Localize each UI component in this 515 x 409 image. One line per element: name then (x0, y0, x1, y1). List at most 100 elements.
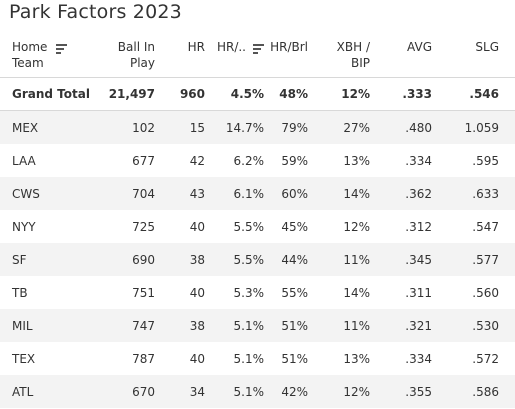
table-row[interactable]: LAA 677 42 6.2% 59% 13% .334 .595 (0, 144, 515, 177)
total-hr-cell: 960 (155, 77, 205, 111)
hr-cell: 42 (189, 153, 205, 168)
avg-cell: .334 (405, 351, 432, 366)
hr-rate-cell: 5.5% (233, 219, 265, 234)
bip-cell: 751 (132, 285, 155, 300)
hr-cell: 38 (155, 309, 205, 342)
sort-icon[interactable] (253, 44, 264, 54)
slg-cell: .547 (472, 219, 499, 234)
team-cell: MEX (0, 110, 87, 144)
hr-brl-cell: 55% (281, 285, 308, 300)
bip-cell: 102 (87, 110, 155, 144)
hr-brl-cell: 44% (264, 243, 324, 276)
xbh-cell: 11% (324, 243, 386, 276)
table-row[interactable]: ATL 670 34 5.1% 42% 12% .355.586 (0, 375, 515, 408)
avg-cell: .312 (405, 219, 432, 234)
bip-cell: 670 (87, 375, 155, 408)
total-team-cell: Grand Total (0, 77, 90, 111)
team-cell: ATL (0, 375, 87, 408)
header-ball-in-play[interactable]: Ball In Play (87, 35, 155, 78)
hr-brl-cell: 45% (281, 219, 308, 234)
slg-cell: .633 (448, 177, 515, 210)
avg-cell: .355 (386, 375, 448, 408)
xbh-cell: 12% (343, 219, 370, 234)
hr-rate-cell: 5.1% (233, 351, 265, 366)
avg-cell: .321 (386, 309, 448, 342)
avg-cell: .334 (405, 153, 432, 168)
hr-cell: 34 (155, 375, 205, 408)
table-row[interactable]: TB 751 40 5.3% 55% 14% .311 .560 (0, 276, 515, 309)
table-row[interactable]: TEX 787 40 5.1% 51% 13% .334 .572 (0, 342, 515, 375)
total-xbh-cell: 12% (324, 77, 386, 111)
hr-cell: 40 (189, 219, 205, 234)
xbh-cell: 14% (343, 285, 370, 300)
table-row[interactable]: MEX 102 15 14.7% 79% 27% .480 1.059 (0, 110, 515, 144)
sort-icon[interactable] (56, 44, 68, 54)
header-hr[interactable]: HR (155, 35, 205, 78)
team-cell: TEX (12, 351, 36, 366)
hr-brl-cell: 42% (264, 375, 324, 408)
hr-cell: 15 (155, 110, 205, 144)
slg-cell: .560 (472, 285, 499, 300)
bip-cell: 747 (87, 309, 155, 342)
team-cell: TB (12, 285, 28, 300)
total-hr-rate-cell: 4.5% (205, 77, 264, 111)
hr-cell: 43 (155, 177, 205, 210)
grand-total-row: Grand Total 21,497 960 4.5% 48% 12% .333… (0, 77, 515, 111)
total-slg-cell: .546 (448, 77, 515, 111)
bip-cell: 725 (132, 219, 155, 234)
hr-brl-cell: 60% (264, 177, 324, 210)
slg-cell: .577 (448, 243, 515, 276)
header-hr-rate[interactable]: HR/.. (205, 35, 264, 78)
hr-cell: 40 (189, 285, 205, 300)
bip-cell: 704 (87, 177, 155, 210)
table-row[interactable]: NYY 725 40 5.5% 45% 12% .312 .547 (0, 210, 515, 243)
team-cell: MIL (0, 309, 87, 342)
hr-rate-cell: 5.3% (233, 285, 265, 300)
slg-cell: .595 (472, 153, 499, 168)
team-cell: CWS (0, 177, 87, 210)
header-home-team[interactable]: Home Team (0, 35, 87, 78)
header-slg[interactable]: SLG (448, 35, 515, 78)
hr-brl-cell: 79% (264, 110, 324, 144)
avg-cell: .480 (386, 110, 448, 144)
table-row[interactable]: SF 690 38 5.5% 44% 11% .345.577 (0, 243, 515, 276)
avg-cell: .311 (405, 285, 432, 300)
bip-cell: 677 (132, 153, 155, 168)
hr-cell: 38 (155, 243, 205, 276)
hr-brl-cell: 59% (281, 153, 308, 168)
hr-rate-cell: 5.1% (205, 309, 264, 342)
team-cell: NYY (12, 219, 36, 234)
team-cell: LAA (12, 153, 36, 168)
header-hr-rate-label: HR/.. (216, 40, 246, 54)
xbh-cell: 14% (324, 177, 386, 210)
hr-rate-cell: 14.7% (205, 110, 264, 144)
total-hr-brl-cell: 48% (264, 77, 324, 111)
hr-rate-cell: 5.5% (205, 243, 264, 276)
header-home-team-label: Home Team (12, 40, 48, 70)
hr-rate-cell: 6.1% (205, 177, 264, 210)
header-xbh-bip[interactable]: XBH / BIP (324, 35, 386, 78)
hr-brl-cell: 51% (281, 351, 308, 366)
slg-cell: 1.059 (448, 110, 515, 144)
header-row: Home Team Ball In Play HR HR/.. HR/Brl XBH… (0, 35, 515, 78)
xbh-cell: 12% (324, 375, 386, 408)
header-hr-brl[interactable]: HR/Brl (264, 35, 324, 78)
avg-cell: .345 (386, 243, 448, 276)
xbh-cell: 11% (324, 309, 386, 342)
total-bip-cell: 21,497 (87, 77, 155, 111)
hr-rate-cell: 5.1% (205, 375, 264, 408)
table-row[interactable]: MIL 747 38 5.1% 51% 11% .321.530 (0, 309, 515, 342)
table-row[interactable]: CWS 704 43 6.1% 60% 14% .362.633 (0, 177, 515, 210)
slg-cell: .530 (448, 309, 515, 342)
xbh-cell: 27% (324, 110, 386, 144)
page-title: Park Factors 2023 (9, 1, 182, 23)
slg-cell: .572 (472, 351, 499, 366)
header-avg[interactable]: AVG (386, 35, 448, 78)
total-avg-cell: .333 (386, 77, 448, 111)
slg-cell: .586 (448, 375, 515, 408)
hr-rate-cell: 6.2% (233, 153, 265, 168)
hr-cell: 40 (189, 351, 205, 366)
bip-cell: 690 (87, 243, 155, 276)
xbh-cell: 13% (343, 153, 370, 168)
bip-cell: 787 (132, 351, 155, 366)
